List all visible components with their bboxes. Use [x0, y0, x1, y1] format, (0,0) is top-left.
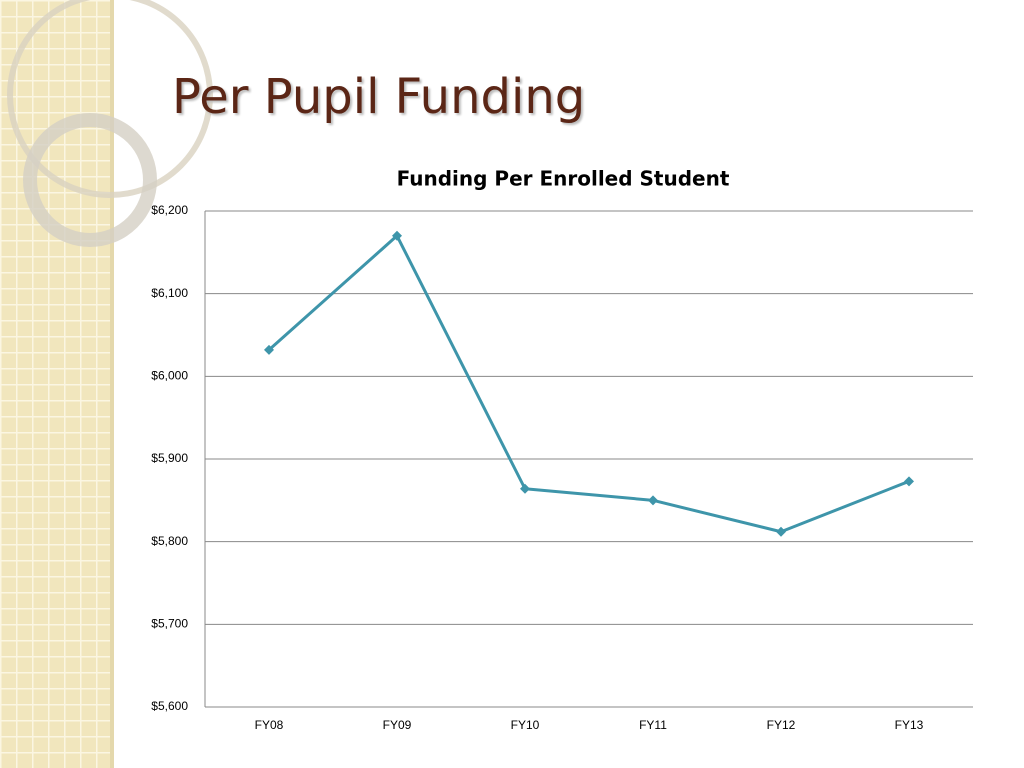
y-tick-label: $5,600	[151, 699, 188, 713]
data-marker	[904, 476, 914, 487]
x-tick-label: FY09	[383, 718, 412, 732]
data-marker	[776, 526, 786, 537]
data-line	[268, 234, 910, 534]
y-tick-label: $6,100	[151, 286, 188, 300]
plot-area: $5,600 $5,700 $5,800 $5,900 $6,000 $6,100 $6,2…	[151, 203, 973, 732]
data-marker	[392, 230, 402, 241]
x-tick-label: FY13	[895, 718, 924, 732]
data-marker	[648, 495, 658, 506]
data-marker	[264, 344, 274, 355]
y-tick-label: $5,700	[151, 617, 188, 631]
y-tick-label: $5,800	[151, 534, 188, 548]
slide-title: Per Pupil Funding	[172, 69, 585, 125]
y-tick-label: $6,200	[151, 203, 188, 217]
y-tick-label: $6,000	[151, 369, 188, 383]
x-tick-label: FY10	[511, 718, 540, 732]
x-tick-label: FY08	[255, 718, 284, 732]
x-tick-label: FY12	[767, 718, 796, 732]
data-marker	[520, 483, 530, 494]
y-tick-label: $5,900	[151, 451, 188, 465]
chart-title: Funding Per Enrolled Student	[397, 167, 730, 191]
x-tick-label: FY11	[639, 718, 667, 732]
decor-panel	[0, 0, 213, 768]
